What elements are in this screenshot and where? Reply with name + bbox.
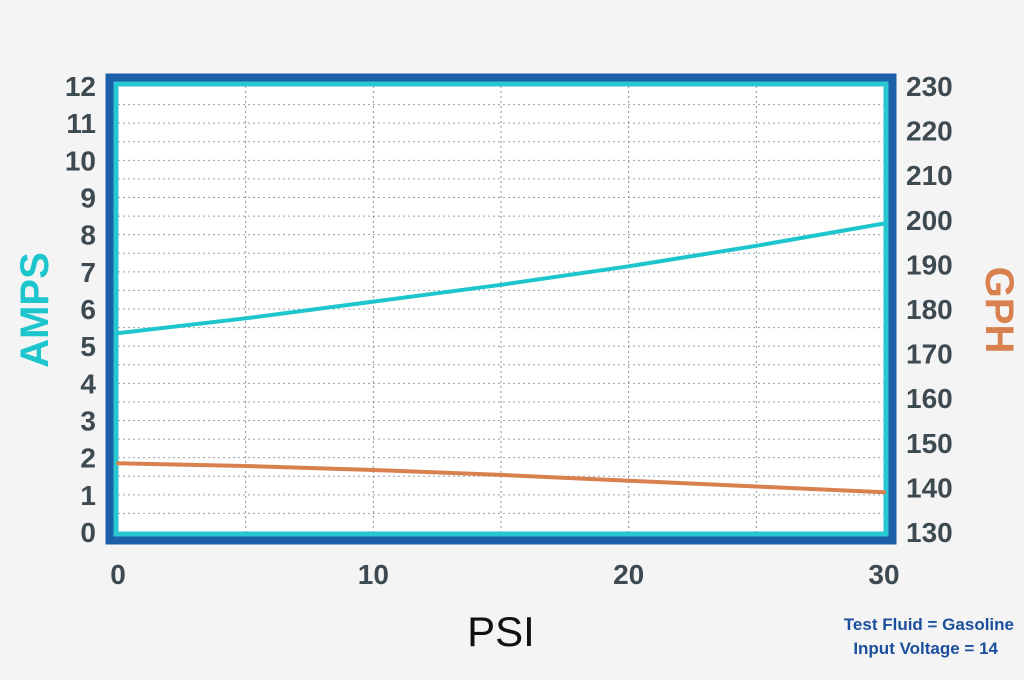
right-tick-label: 160 [906, 383, 953, 414]
left-tick-label: 9 [80, 183, 96, 214]
right-tick-label: 230 [906, 71, 953, 102]
x-tick-label: 30 [868, 559, 899, 590]
x-tick-label: 0 [110, 559, 126, 590]
left-tick-label: 8 [80, 220, 96, 251]
left-tick-label: 4 [80, 368, 96, 399]
right-tick-label: 220 [906, 116, 953, 147]
left-tick-label: 3 [80, 406, 96, 437]
right-tick-label: 130 [906, 517, 953, 548]
right-tick-label: 180 [906, 294, 953, 325]
grid-lines [118, 86, 884, 532]
left-tick-label: 1 [80, 480, 96, 511]
left-tick-label: 5 [80, 331, 96, 362]
x-tick-label: 10 [358, 559, 389, 590]
left-tick-label: 7 [80, 257, 96, 288]
left-tick-label: 10 [65, 145, 96, 176]
left-axis-title: AMPS [13, 252, 57, 368]
right-tick-label: 150 [906, 428, 953, 459]
x-tick-label: 20 [613, 559, 644, 590]
left-tick-label: 6 [80, 294, 96, 325]
right-axis-title: GPH [977, 267, 1021, 354]
x-axis-title: PSI [467, 608, 535, 655]
right-axis-ticks: 130 140 150 160 170 180 190 200 210 220 230 [906, 71, 953, 548]
right-tick-label: 190 [906, 249, 953, 280]
x-axis-ticks: 0 10 20 30 [110, 559, 899, 590]
left-tick-label: 11 [66, 108, 96, 139]
left-tick-label: 12 [65, 71, 96, 102]
left-tick-label: 0 [80, 517, 96, 548]
left-tick-label: 2 [80, 443, 96, 474]
note-input-voltage: Input Voltage = 14 [853, 639, 998, 658]
right-tick-label: 200 [906, 205, 953, 236]
plot-outer-frame [105, 73, 897, 545]
right-tick-label: 210 [906, 160, 953, 191]
right-tick-label: 140 [906, 472, 953, 503]
gph-series-line [116, 461, 886, 495]
right-tick-label: 170 [906, 339, 953, 370]
amps-series-line [116, 221, 886, 336]
note-test-fluid: Test Fluid = Gasoline [844, 615, 1014, 634]
series-lines [116, 221, 886, 495]
